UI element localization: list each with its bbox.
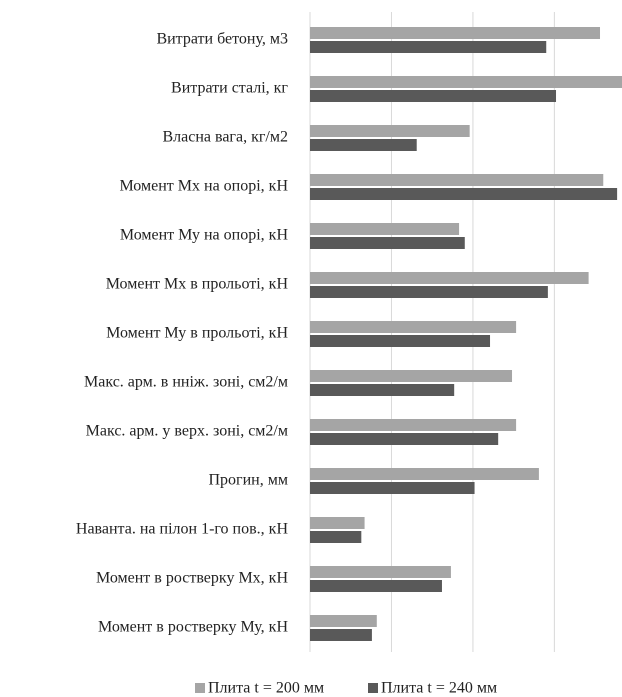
bar — [310, 482, 475, 494]
bar — [310, 321, 517, 333]
bar — [310, 531, 362, 543]
bar — [310, 188, 618, 200]
y-tick-label: Витрати сталі, кг — [171, 80, 288, 97]
y-tick-label: Момент в ростверку Мх, кН — [96, 570, 288, 587]
bar — [310, 629, 372, 641]
bar — [310, 237, 465, 249]
bar — [310, 286, 548, 298]
bar — [310, 27, 601, 39]
y-tick-label: Момент Мх на опорі, кН — [119, 178, 288, 195]
y-tick-label: Макс. арм. в нніж. зоні, см2/м — [84, 374, 288, 391]
bar — [310, 517, 365, 529]
bar — [310, 335, 491, 347]
legend-swatch — [195, 683, 205, 693]
y-tick-label: Витрати бетону, м3 — [156, 31, 288, 48]
bar — [310, 76, 622, 88]
y-tick-label: Момент в ростверку Му, кН — [98, 619, 288, 636]
bar — [310, 433, 499, 445]
y-tick-label: Момент Му в прольоті, кН — [106, 325, 288, 342]
bar — [310, 468, 539, 480]
bar — [310, 580, 442, 592]
bar — [310, 90, 557, 102]
y-tick-label: Власна вага, кг/м2 — [162, 129, 288, 146]
bar — [310, 615, 377, 627]
bar — [310, 125, 470, 137]
bar — [310, 139, 417, 151]
y-tick-label: Момент Му на опорі, кН — [120, 227, 289, 244]
bar — [310, 223, 460, 235]
y-tick-label: Момент Мх в прольоті, кН — [106, 276, 289, 293]
bar — [310, 41, 547, 53]
bar — [310, 419, 517, 431]
legend-label: Плита t = 200 мм — [208, 680, 324, 697]
legend-swatch — [368, 683, 378, 693]
y-tick-label: Макс. арм. у верх. зоні, см2/м — [86, 423, 288, 440]
y-tick-label: Прогин, мм — [209, 472, 289, 489]
bar — [310, 272, 589, 284]
legend-label: Плита t = 240 мм — [381, 680, 497, 697]
y-tick-label: Наванта. на пілон 1-го пов., кН — [76, 521, 289, 538]
bar — [310, 566, 451, 578]
bar — [310, 370, 513, 382]
bar — [310, 384, 455, 396]
bar — [310, 174, 604, 186]
